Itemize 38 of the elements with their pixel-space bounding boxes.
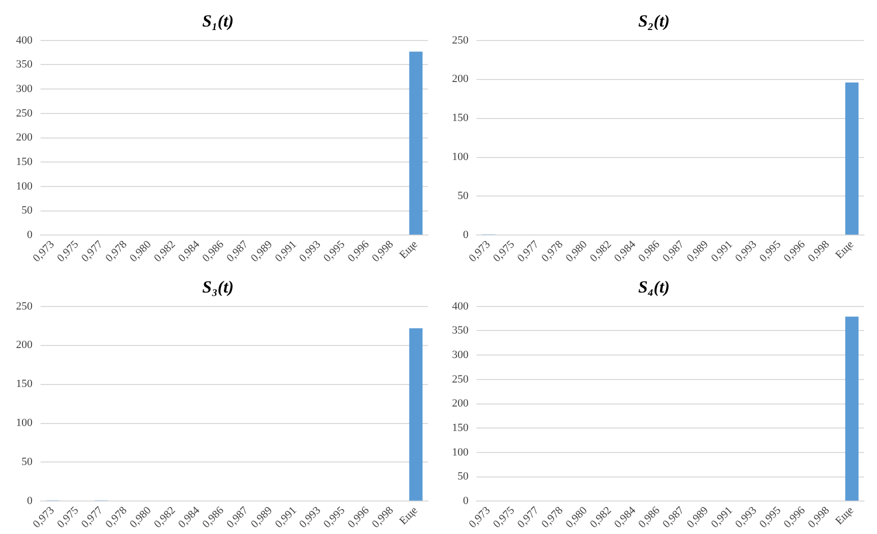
y-tick-label: 250 [452, 34, 469, 46]
chart-title: S₁(t) [202, 12, 234, 31]
y-tick-label: 250 [452, 373, 469, 386]
y-tick-label: 350 [16, 58, 33, 71]
y-tick-label: 100 [16, 180, 33, 192]
x-tick-label: Еще [833, 238, 856, 262]
y-tick-label: 200 [16, 339, 33, 352]
x-tick-label: Еще [397, 238, 420, 262]
y-tick-label: 0 [27, 495, 33, 508]
chart-title: S₃(t) [202, 278, 234, 297]
y-tick-label: 400 [16, 34, 33, 46]
y-tick-label: 0 [463, 495, 469, 508]
x-tick-label: Еще [833, 504, 856, 528]
y-tick-label: 100 [452, 151, 469, 164]
y-tick-label: 50 [458, 470, 469, 483]
y-tick-label: 300 [452, 348, 469, 361]
y-tick-label: 50 [458, 190, 469, 202]
y-tick-label: 150 [452, 422, 469, 434]
chart-title: S₂(t) [638, 12, 670, 31]
y-tick-label: 200 [452, 73, 469, 86]
y-tick-label: 300 [16, 82, 33, 95]
y-tick-label: 150 [16, 156, 33, 168]
y-tick-label: 0 [27, 229, 33, 242]
y-tick-label: 0 [463, 229, 469, 242]
y-tick-label: 200 [16, 132, 33, 144]
y-tick-label: 100 [16, 417, 33, 430]
y-tick-label: 150 [452, 112, 469, 124]
y-tick-label: 100 [452, 446, 469, 458]
x-tick-label: Еще [397, 504, 420, 528]
y-tick-label: 400 [452, 300, 469, 312]
chart-title: S₄(t) [638, 278, 670, 297]
y-tick-label: 50 [22, 456, 33, 468]
y-tick-label: 200 [452, 398, 469, 410]
y-tick-label: 250 [16, 107, 33, 120]
y-tick-label: 250 [16, 300, 33, 312]
y-tick-label: 350 [452, 324, 469, 337]
y-tick-label: 50 [22, 204, 33, 217]
y-tick-label: 150 [16, 378, 33, 390]
